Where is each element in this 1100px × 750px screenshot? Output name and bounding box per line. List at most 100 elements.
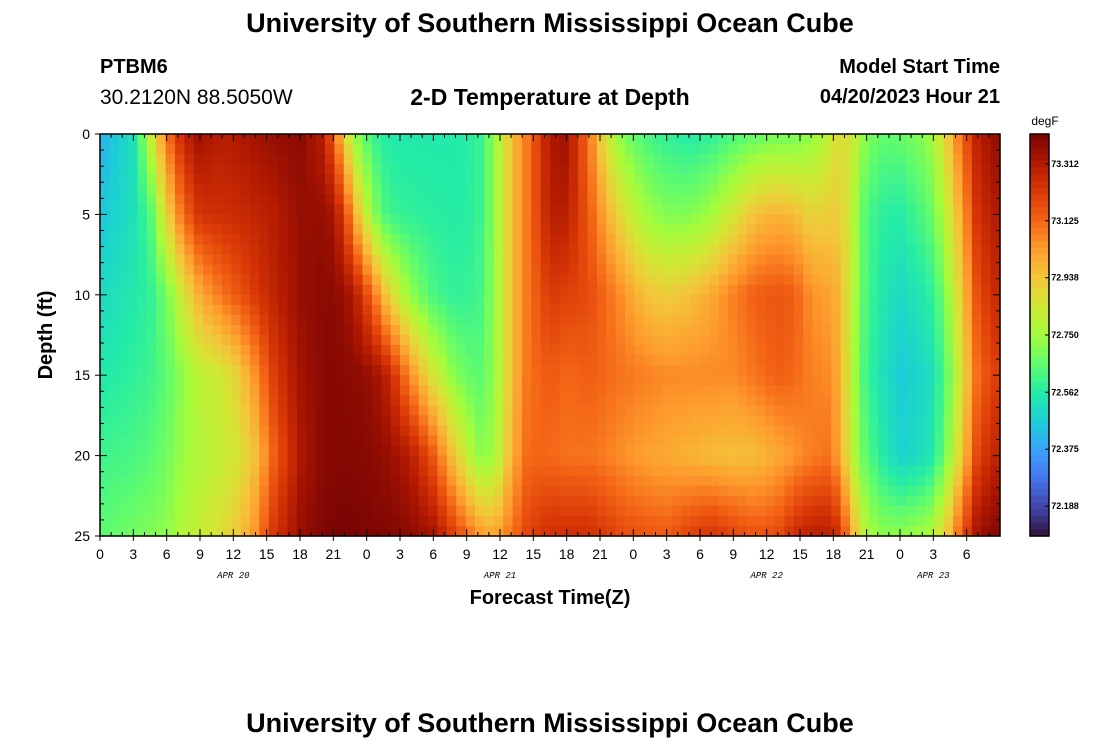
heatmap-cell [775,294,785,306]
heatmap-cell [775,244,785,256]
heatmap-cell [718,274,729,286]
colorbar-segment [1030,509,1049,517]
date-label: APR 23 [916,571,950,581]
x-tick-label: 6 [163,546,171,562]
heatmap-cell [625,294,635,306]
heatmap-cell [690,385,701,396]
heatmap-cell [137,385,148,396]
heatmap-cell [868,495,879,507]
heatmap-cell [990,405,1001,416]
heatmap-cell [296,395,307,406]
heatmap-cell [878,314,889,326]
heatmap-cell [709,335,720,346]
heatmap-cell [400,525,410,537]
heatmap-cell [296,284,307,296]
heatmap-cell [521,304,532,316]
heatmap-cell [578,395,589,406]
heatmap-cell [643,224,654,236]
heatmap-cell [671,425,682,437]
heatmap-cell [634,274,645,286]
heatmap-cell [362,345,373,356]
heatmap-cell [568,405,579,416]
heatmap-cell [718,314,729,326]
heatmap-cell [615,505,626,517]
heatmap-cell [165,435,176,447]
heatmap-cell [971,425,982,437]
heatmap-cell [446,154,457,165]
heatmap-cell [662,144,673,155]
heatmap-cell [550,365,560,376]
heatmap-cell [287,284,298,296]
heatmap-cell [606,525,617,537]
heatmap-cell [606,495,617,507]
heatmap-cell [728,395,739,406]
heatmap-cell [390,184,401,195]
heatmap-cell [859,244,870,256]
heatmap-cell [728,244,739,256]
heatmap-cell [475,515,485,527]
heatmap-cell [634,184,645,195]
heatmap-cell [981,204,992,215]
heatmap-cell [568,324,579,336]
heatmap-cell [962,435,973,447]
heatmap-cell [137,505,148,517]
heatmap-cell [400,254,410,266]
heatmap-cell [728,355,739,366]
heatmap-cell [437,505,448,517]
heatmap-cell [728,475,739,487]
heatmap-cell [943,244,954,256]
heatmap-cell [184,164,195,175]
heatmap-cell [540,164,551,175]
heatmap-cell [259,395,270,406]
heatmap-cell [859,144,870,155]
heatmap-cell [240,365,251,376]
heatmap-cell [643,445,654,457]
heatmap-cell [531,264,542,276]
heatmap-cell [765,465,776,477]
heatmap-cell [896,154,907,165]
heatmap-cell [521,314,532,326]
heatmap-cell [971,314,982,326]
heatmap-cell [381,194,392,205]
heatmap-cell [278,184,289,195]
heatmap-cell [953,134,964,145]
heatmap-cell [325,314,335,326]
heatmap-cell [512,455,523,467]
heatmap-cell [812,134,823,145]
heatmap-cell [784,405,795,416]
heatmap-cell [521,174,532,185]
heatmap-cell [587,184,598,195]
colorbar-segment [1030,355,1049,363]
heatmap-cell [850,264,860,276]
heatmap-cell [259,274,270,286]
heatmap-cell [446,475,457,487]
heatmap-cell [353,134,364,145]
heatmap-cell [334,335,345,346]
heatmap-cell [718,495,729,507]
heatmap-cell [100,345,110,356]
heatmap-cell [353,375,364,386]
heatmap-cell [128,425,139,437]
heatmap-cell [606,435,617,447]
heatmap-cell [718,505,729,517]
heatmap-cell [765,455,776,467]
heatmap-cell [437,395,448,406]
heatmap-cell [906,294,917,306]
heatmap-cell [493,455,504,467]
heatmap-cell [493,365,504,376]
colorbar-segment [1030,174,1049,182]
heatmap-cell [615,294,626,306]
colorbar-segment [1030,234,1049,242]
heatmap-cell [756,254,767,266]
heatmap-cell [409,234,420,246]
heatmap-cell [221,324,232,336]
colorbar-segment [1030,388,1049,396]
heatmap-cell [775,224,785,236]
heatmap-cell [625,505,635,517]
heatmap-cell [915,425,926,437]
heatmap-cell [784,465,795,477]
heatmap-cell [118,525,129,537]
heatmap-cell [259,405,270,416]
heatmap-cell [803,385,814,396]
heatmap-cell [840,274,851,286]
